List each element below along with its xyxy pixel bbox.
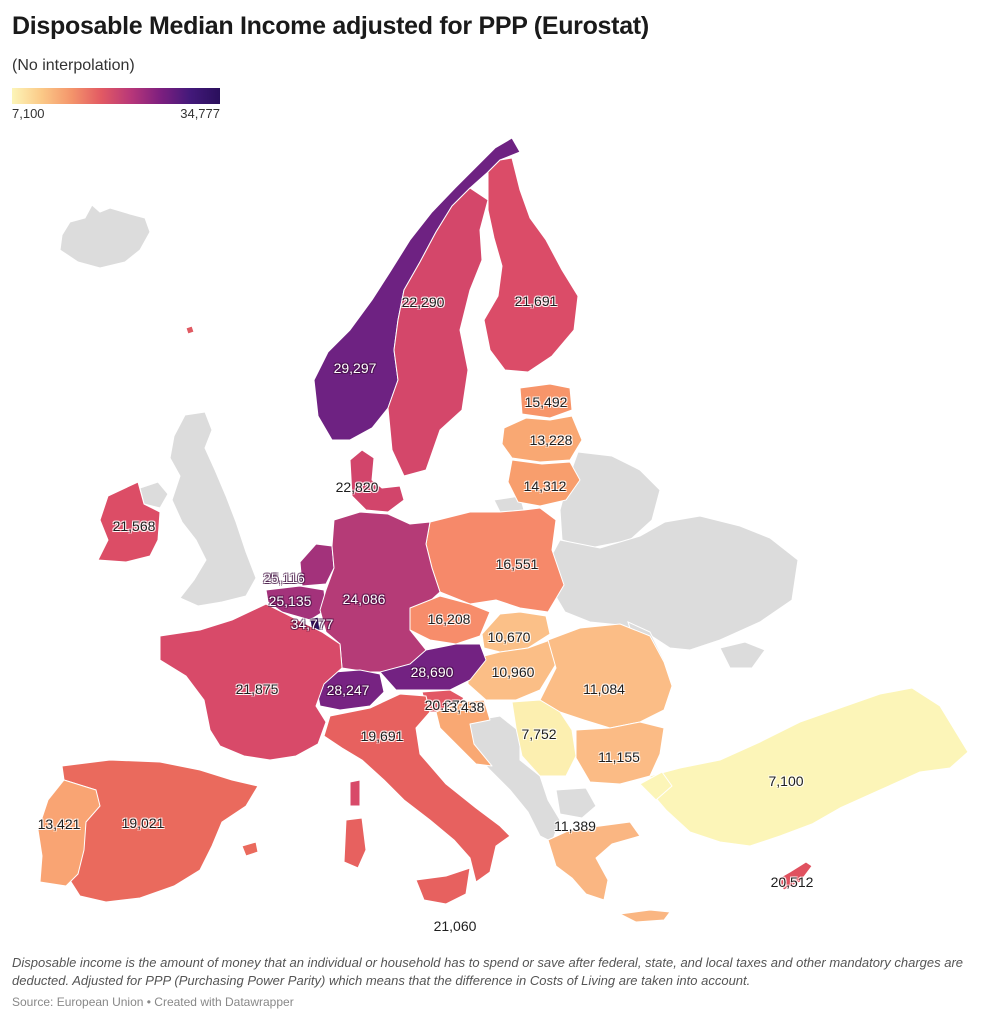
country-turkey[interactable] xyxy=(649,687,969,847)
label-czechia: 16,208 xyxy=(427,611,471,627)
country-portugal[interactable] xyxy=(37,779,101,887)
country-sicily[interactable] xyxy=(415,867,471,905)
country-lithuania[interactable] xyxy=(507,459,581,507)
label-latvia: 13,228 xyxy=(529,432,573,448)
country-latvia[interactable] xyxy=(501,415,583,463)
label-germany: 24,086 xyxy=(342,591,386,607)
label-hungary: 10,960 xyxy=(491,664,535,680)
country-malta[interactable] xyxy=(185,325,195,335)
country-united-kingdom[interactable] xyxy=(169,411,257,607)
country-bulgaria[interactable] xyxy=(575,721,665,785)
label-italy: 19,691 xyxy=(360,728,404,744)
country-hungary[interactable] xyxy=(467,639,557,701)
country-sardinia[interactable] xyxy=(343,817,367,869)
country-slovakia[interactable] xyxy=(481,611,551,653)
country-france[interactable] xyxy=(159,603,343,761)
country-spain[interactable] xyxy=(61,759,259,903)
country-turkey-thrace[interactable] xyxy=(639,771,673,801)
label-malta: 21,060 xyxy=(433,918,477,934)
footnote: Disposable income is the amount of money… xyxy=(12,955,964,988)
label-portugal: 13,421 xyxy=(37,816,81,832)
country-ukraine[interactable] xyxy=(547,515,799,651)
country-crimea[interactable] xyxy=(719,641,766,669)
country-serbia[interactable] xyxy=(511,699,577,777)
color-legend: 7,100 34,777 xyxy=(12,88,220,121)
country-estonia[interactable] xyxy=(519,383,573,419)
label-sweden: 22,290 xyxy=(401,294,445,310)
country-italy[interactable] xyxy=(323,693,511,883)
label-ireland: 21,568 xyxy=(112,518,156,534)
country-greece[interactable] xyxy=(547,821,641,901)
country-north-macedonia[interactable] xyxy=(555,787,597,819)
label-estonia: 15,492 xyxy=(524,394,568,410)
legend-gradient-bar xyxy=(12,88,220,104)
label-lithuania: 14,312 xyxy=(523,478,567,494)
country-austria[interactable] xyxy=(379,643,487,691)
label-poland: 16,551 xyxy=(495,556,539,572)
label-slovakia: 10,670 xyxy=(487,629,531,645)
country-czechia[interactable] xyxy=(409,595,491,645)
country-crete[interactable] xyxy=(619,909,671,923)
country-sweden[interactable] xyxy=(387,187,489,477)
label-romania: 11,084 xyxy=(583,681,625,697)
label-bulgaria: 11,155 xyxy=(598,749,640,765)
country-iceland[interactable] xyxy=(59,204,151,269)
country-croatia[interactable] xyxy=(435,699,493,767)
country-corsica[interactable] xyxy=(349,779,361,807)
country-denmark[interactable] xyxy=(349,449,405,513)
label-spain: 19,021 xyxy=(121,815,165,831)
label-slovenia: 20,273 xyxy=(424,697,468,713)
label-finland: 21,691 xyxy=(514,293,558,309)
country-belgium[interactable] xyxy=(265,585,327,621)
country-cyprus[interactable] xyxy=(775,861,813,891)
label-greece: 11,389 xyxy=(554,818,596,834)
country-balearics[interactable] xyxy=(241,841,259,857)
label-netherlands: 25,116 xyxy=(263,570,305,586)
label-norway: 29,297 xyxy=(333,360,377,376)
label-luxembourg: 34,777 xyxy=(290,616,334,632)
country-ireland[interactable] xyxy=(97,481,161,563)
label-france: 21,875 xyxy=(235,681,279,697)
country-finland[interactable] xyxy=(483,157,579,373)
label-serbia: 7,752 xyxy=(521,726,557,742)
source-credit: Source: European Union • Created with Da… xyxy=(12,995,294,1009)
label-cyprus: 20,512 xyxy=(770,874,814,890)
country-switzerland[interactable] xyxy=(315,669,385,711)
label-austria: 28,690 xyxy=(410,664,454,680)
label-switzerland: 28,247 xyxy=(326,682,370,698)
choropleth-map: 29,297 22,290 21,691 15,492 13,228 14,31… xyxy=(0,120,1004,940)
label-belgium: 25,135 xyxy=(268,593,312,609)
label-croatia: 13,438 xyxy=(441,699,485,715)
chart-subtitle: (No interpolation) xyxy=(12,57,135,74)
legend-max-label: 34,777 xyxy=(180,106,220,121)
label-denmark: 22,820 xyxy=(335,479,379,495)
chart-title: Disposable Median Income adjusted for PP… xyxy=(12,12,649,40)
legend-min-label: 7,100 xyxy=(12,106,45,121)
label-turkey: 7,100 xyxy=(768,773,804,789)
map-svg xyxy=(37,137,969,923)
